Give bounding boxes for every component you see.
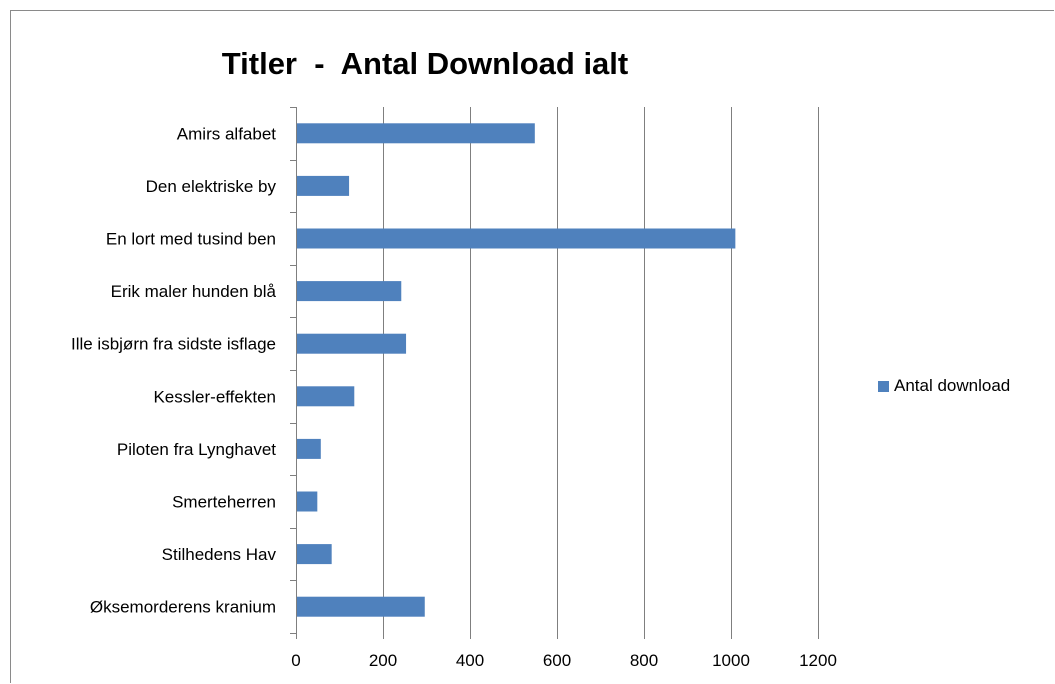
- x-tick-label: 400: [456, 651, 484, 670]
- bar: [297, 544, 332, 565]
- category-label: Smerteherren: [172, 493, 276, 512]
- legend-label: Antal download: [894, 376, 1011, 395]
- x-tick-label: 600: [543, 651, 571, 670]
- bar: [297, 596, 425, 617]
- chart-title: Titler - Antal Download ialt: [221, 46, 629, 81]
- category-label: Øksemorderens kranium: [90, 598, 276, 617]
- bar: [297, 175, 350, 196]
- category-label: Amirs alfabet: [177, 124, 276, 143]
- bar: [297, 438, 321, 459]
- chart-frame: [10, 10, 1054, 683]
- bar: [297, 491, 318, 512]
- legend-swatch-icon: [878, 380, 889, 392]
- bar: [297, 386, 355, 407]
- category-label: Ille isbjørn fra sidste isflage: [71, 335, 276, 354]
- category-label: Piloten fra Lynghavet: [117, 440, 276, 459]
- category-label: Erik maler hunden blå: [111, 282, 277, 301]
- category-label: Stilhedens Hav: [162, 545, 277, 564]
- category-label: En lort med tusind ben: [106, 230, 276, 249]
- x-tick-label: 200: [369, 651, 397, 670]
- bar: [297, 228, 736, 249]
- bar: [297, 333, 407, 354]
- x-tick-label: 1000: [712, 651, 750, 670]
- legend: Antal download: [878, 376, 1010, 396]
- x-tick-label: 0: [291, 651, 300, 670]
- x-tick-label: 800: [630, 651, 658, 670]
- bar: [297, 123, 535, 144]
- category-label: Den elektriske by: [146, 177, 277, 196]
- x-tick-label: 1200: [799, 651, 837, 670]
- bar: [297, 281, 402, 302]
- category-label: Kessler-effekten: [153, 387, 276, 406]
